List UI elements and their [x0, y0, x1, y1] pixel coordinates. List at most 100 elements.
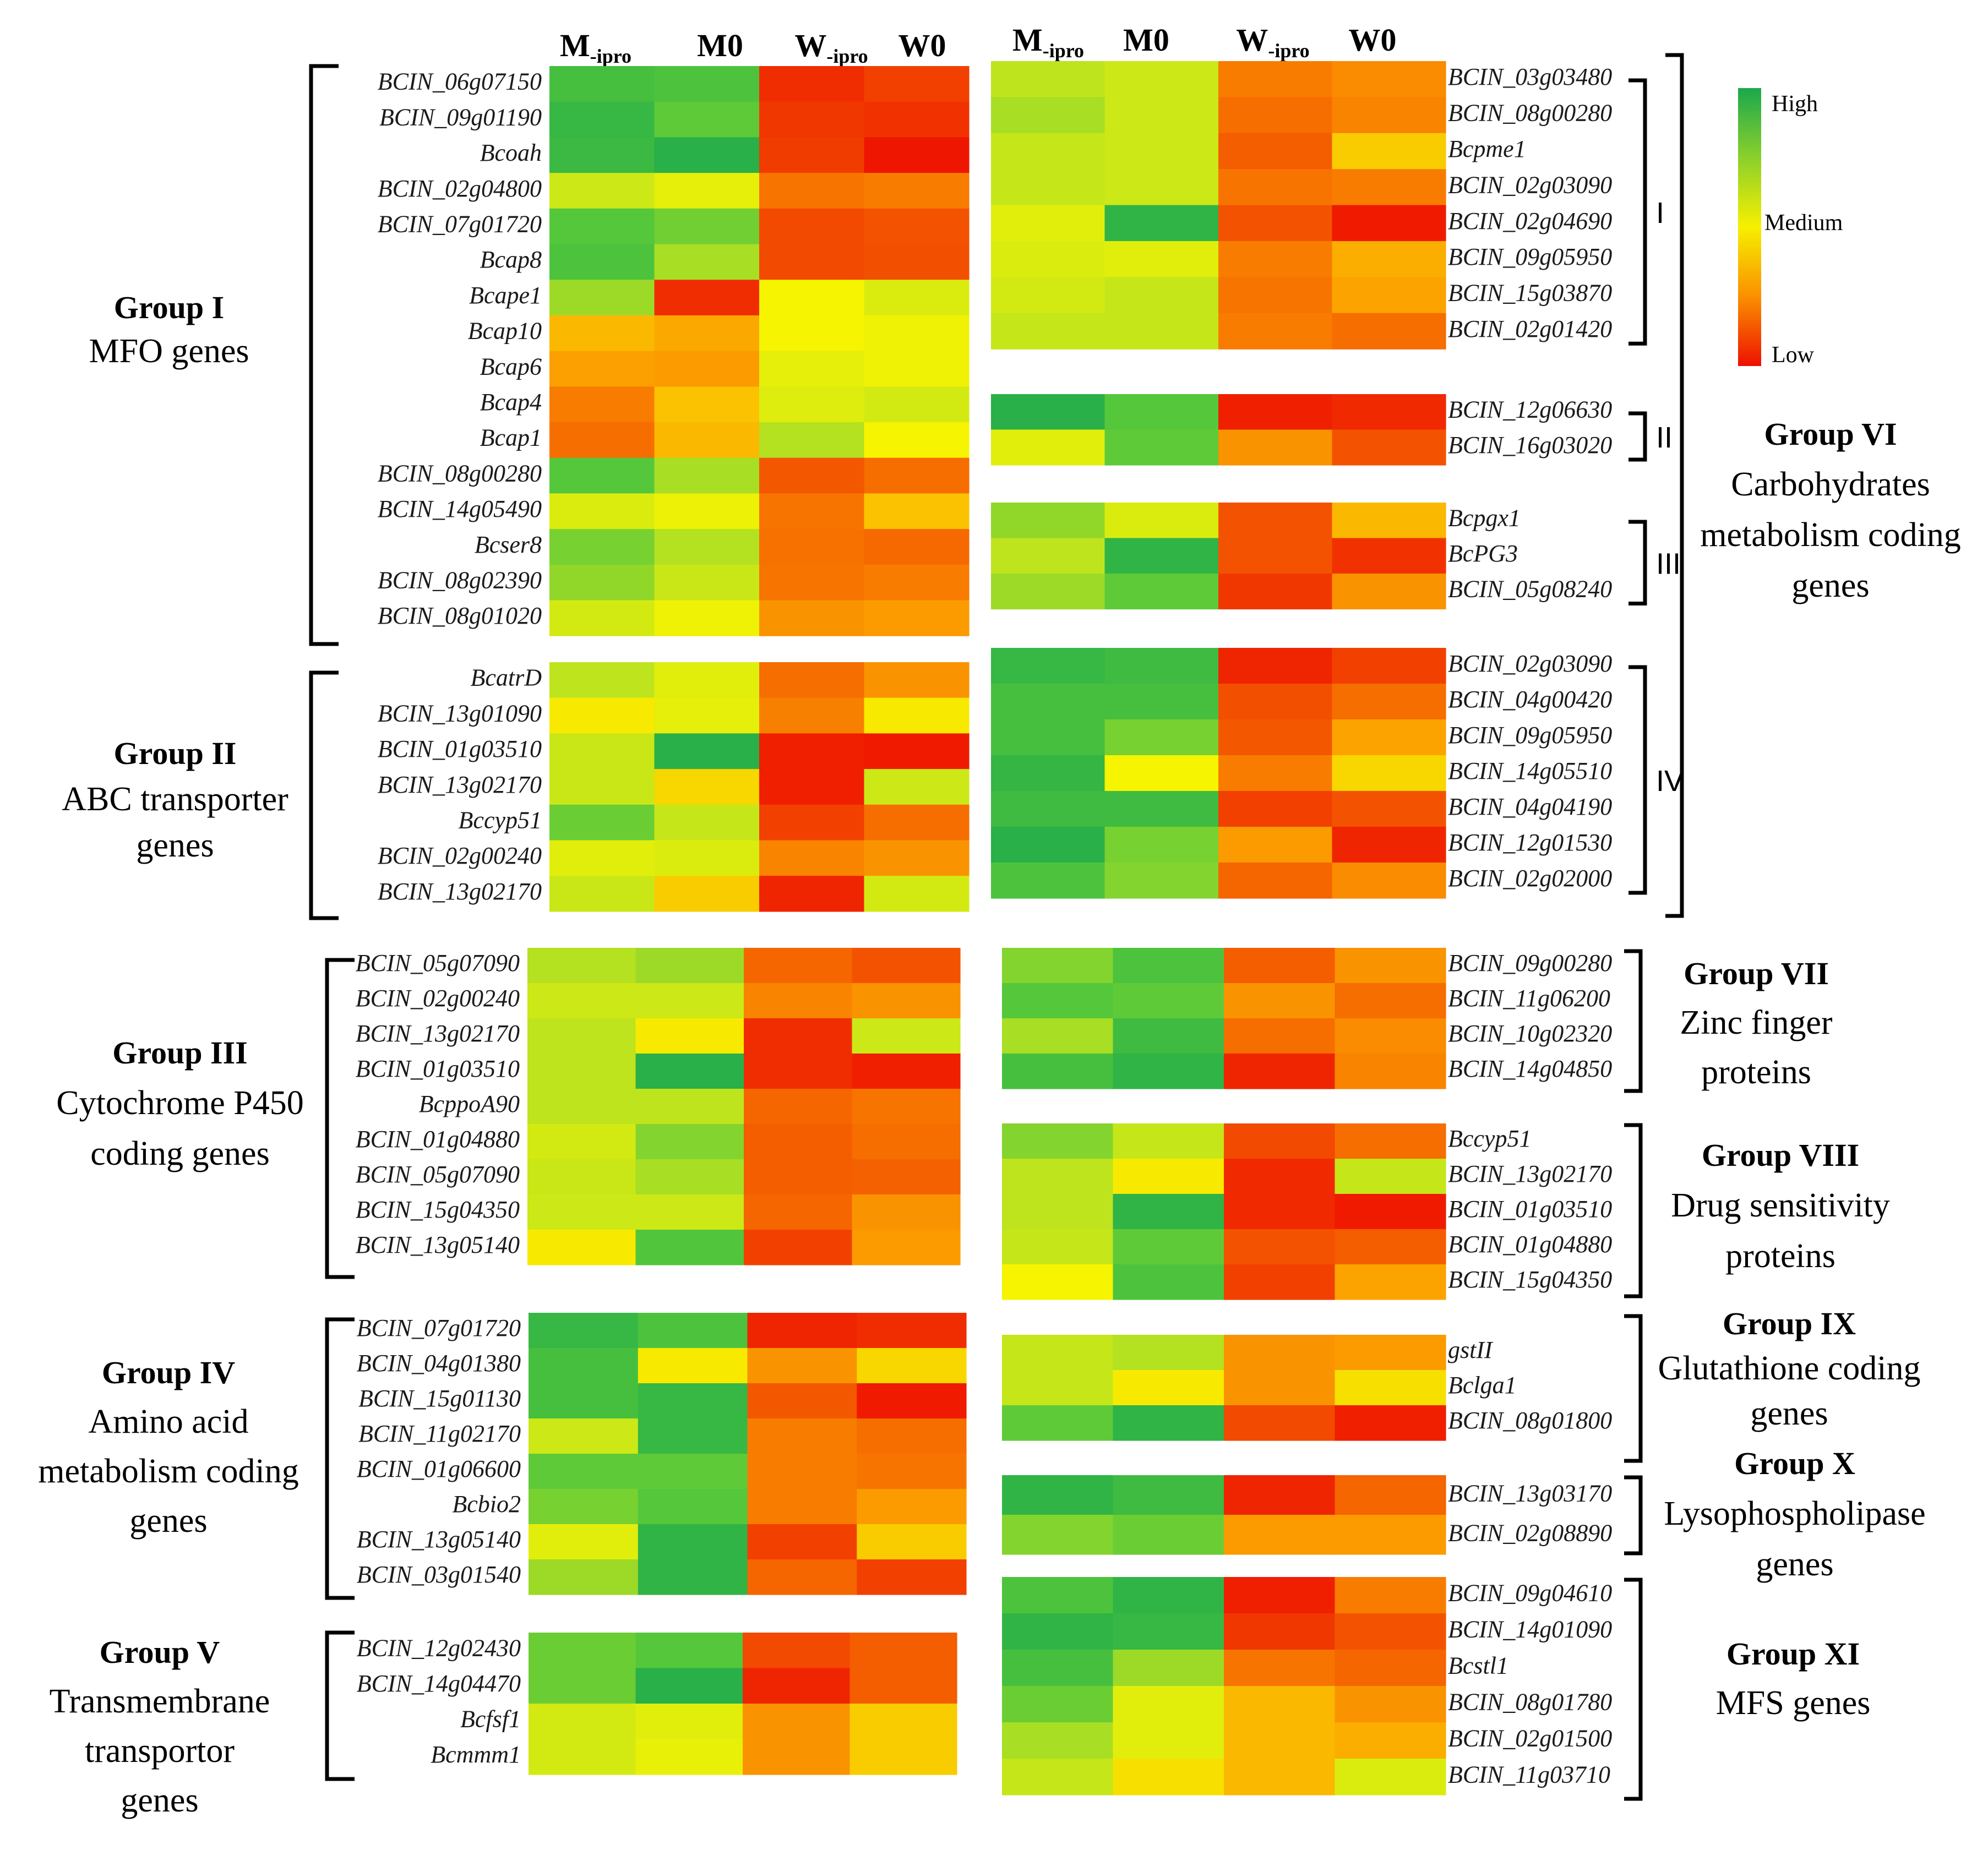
heat-cell [1104, 791, 1219, 827]
gene-label: BCIN_04g04190 [1448, 793, 1612, 820]
heatmap-panels: BCIN_06g07150 BCIN_09g01190 Bcoah BCIN_02g0… [38, 53, 1961, 1819]
heat-cell [1113, 1577, 1224, 1614]
heat-cell [635, 1668, 743, 1704]
subgroup-label: III [1656, 547, 1681, 580]
heatmap-row-bcap4: Bcap4 [480, 386, 970, 423]
heat-cell [852, 1124, 961, 1160]
heatmap-row-bcin-15g01130: BCIN_15g01130 [358, 1383, 967, 1419]
heat-cell [529, 1313, 639, 1349]
gene-label: BCIN_05g07090 [356, 949, 520, 976]
heat-cell [991, 394, 1105, 430]
group-description: Amino acid [89, 1403, 249, 1440]
heat-cell [1218, 61, 1333, 97]
heat-cell [1335, 1229, 1446, 1265]
heat-cell [1224, 948, 1336, 984]
group-vii: BCIN_09g00280 BCIN_11g06200 BCIN_10g02320 B… [1002, 948, 1833, 1093]
group-description: ABC transporter [62, 781, 288, 818]
heatmap-row-bcap8: Bcap8 [480, 244, 970, 280]
heat-cell [864, 804, 970, 841]
heatmap-row-bcin-02g03090: BCIN_02g03090 [991, 169, 1612, 206]
heat-cell [864, 733, 970, 770]
heat-cell [1218, 719, 1333, 756]
gene-label: Bccyp51 [1448, 1125, 1531, 1152]
heat-cell [759, 351, 865, 387]
heat-cell [991, 277, 1105, 314]
heat-cell [1224, 1264, 1336, 1300]
heat-cell [864, 697, 970, 734]
heat-cell [1335, 1475, 1446, 1515]
heat-cell [1113, 1335, 1224, 1371]
heat-cell [527, 1018, 636, 1054]
heat-cell [549, 804, 655, 841]
heat-cell [759, 66, 865, 102]
legend-medium-label: Medium [1764, 210, 1843, 236]
heat-cell [1002, 1194, 1114, 1230]
heat-cell [857, 1418, 967, 1454]
heatmap-row-bcin-16g03020: BCIN_16g03020 [991, 429, 1612, 466]
group-description: Lysophospholipase [1664, 1495, 1925, 1532]
heat-cell [1224, 1475, 1336, 1515]
heat-cell [1002, 1229, 1114, 1265]
group-title: Group IX [1723, 1306, 1856, 1341]
group-description: Cytochrome P450 [56, 1084, 303, 1122]
heatmap-row-bccyp51: Bccyp51 [1002, 1123, 1531, 1159]
heat-cell [744, 1124, 853, 1160]
heatmap-row-bclga1: Bclga1 [1002, 1370, 1517, 1406]
heatmap-row-bcpgx1: Bcpgx1 [991, 503, 1521, 539]
group-v: BCIN_12g02430 BCIN_14g04470 Bcfsf1 Bcmmm1 Gr… [50, 1630, 957, 1819]
column-header: W-ipro [1236, 22, 1309, 62]
heatmap-row-bcin-12g06630: BCIN_12g06630 [991, 394, 1612, 430]
heat-cell [1002, 1475, 1114, 1515]
heat-cell [549, 876, 655, 912]
heat-cell [759, 529, 865, 565]
heatmap-row-bcin-15g03870: BCIN_15g03870 [991, 277, 1612, 314]
gene-label: BCIN_13g05140 [356, 1231, 520, 1258]
heat-cell [1002, 1054, 1114, 1089]
heat-cell [991, 61, 1105, 97]
group-xi: BCIN_09g04610 BCIN_14g01090 Bcstl1 BCIN_08g… [1002, 1577, 1870, 1801]
heat-cell [527, 1159, 636, 1195]
heatmap-row-bcin-01g03510: BCIN_01g03510 [1002, 1194, 1612, 1230]
heat-cell [1218, 169, 1333, 206]
gene-label: BCIN_15g04350 [1448, 1266, 1612, 1293]
heat-cell [654, 662, 760, 698]
subgroup-bracket [1628, 665, 1647, 895]
heat-cell [1104, 827, 1219, 863]
heatmap-row-bcap1: Bcap1 [480, 422, 970, 459]
group-iii: BCIN_05g07090 BCIN_02g00240 BCIN_13g02170 B… [56, 948, 961, 1279]
group-description: genes [1791, 567, 1869, 604]
heat-cell [549, 351, 655, 387]
gene-label: BCIN_13g01090 [378, 700, 542, 727]
heat-cell [1224, 1515, 1336, 1555]
heat-cell [638, 1418, 748, 1454]
heat-cell [1332, 791, 1446, 827]
heat-cell [1218, 97, 1333, 134]
gene-label: BCIN_11g06200 [1448, 985, 1610, 1012]
group-x: BCIN_13g03170 BCIN_02g08890 Group X Lysopho… [1002, 1445, 1926, 1583]
heat-cell [864, 876, 970, 912]
group-vi: BCIN_03g03480 BCIN_08g00280 Bcpme1 BCIN_02g… [991, 53, 1961, 918]
heat-cell [635, 1018, 744, 1054]
column-header: M0 [697, 28, 743, 63]
heat-cell [759, 876, 865, 912]
heat-cell [759, 697, 865, 734]
heat-cell [1224, 1159, 1336, 1194]
heat-cell [549, 422, 655, 459]
heatmap-row-bcin-08g01020: BCIN_08g01020 [378, 600, 970, 636]
heatmap-row-bcin-01g04880: BCIN_01g04880 [1002, 1229, 1612, 1265]
heat-cell [654, 876, 760, 912]
heat-cell [527, 1054, 636, 1089]
gene-label: Bcser8 [475, 531, 542, 558]
group-title: Group I [114, 290, 224, 325]
heat-cell [527, 1089, 636, 1125]
heat-cell [1104, 863, 1219, 899]
heat-cell [654, 66, 760, 102]
heat-cell [635, 1159, 744, 1195]
heat-cell [549, 66, 655, 102]
heat-cell [864, 600, 970, 636]
heat-cell [747, 1454, 857, 1489]
heatmap-row-bcmmm1: Bcmmm1 [431, 1739, 957, 1775]
heat-cell [1218, 394, 1333, 430]
gene-label: BCIN_01g06600 [357, 1455, 521, 1482]
